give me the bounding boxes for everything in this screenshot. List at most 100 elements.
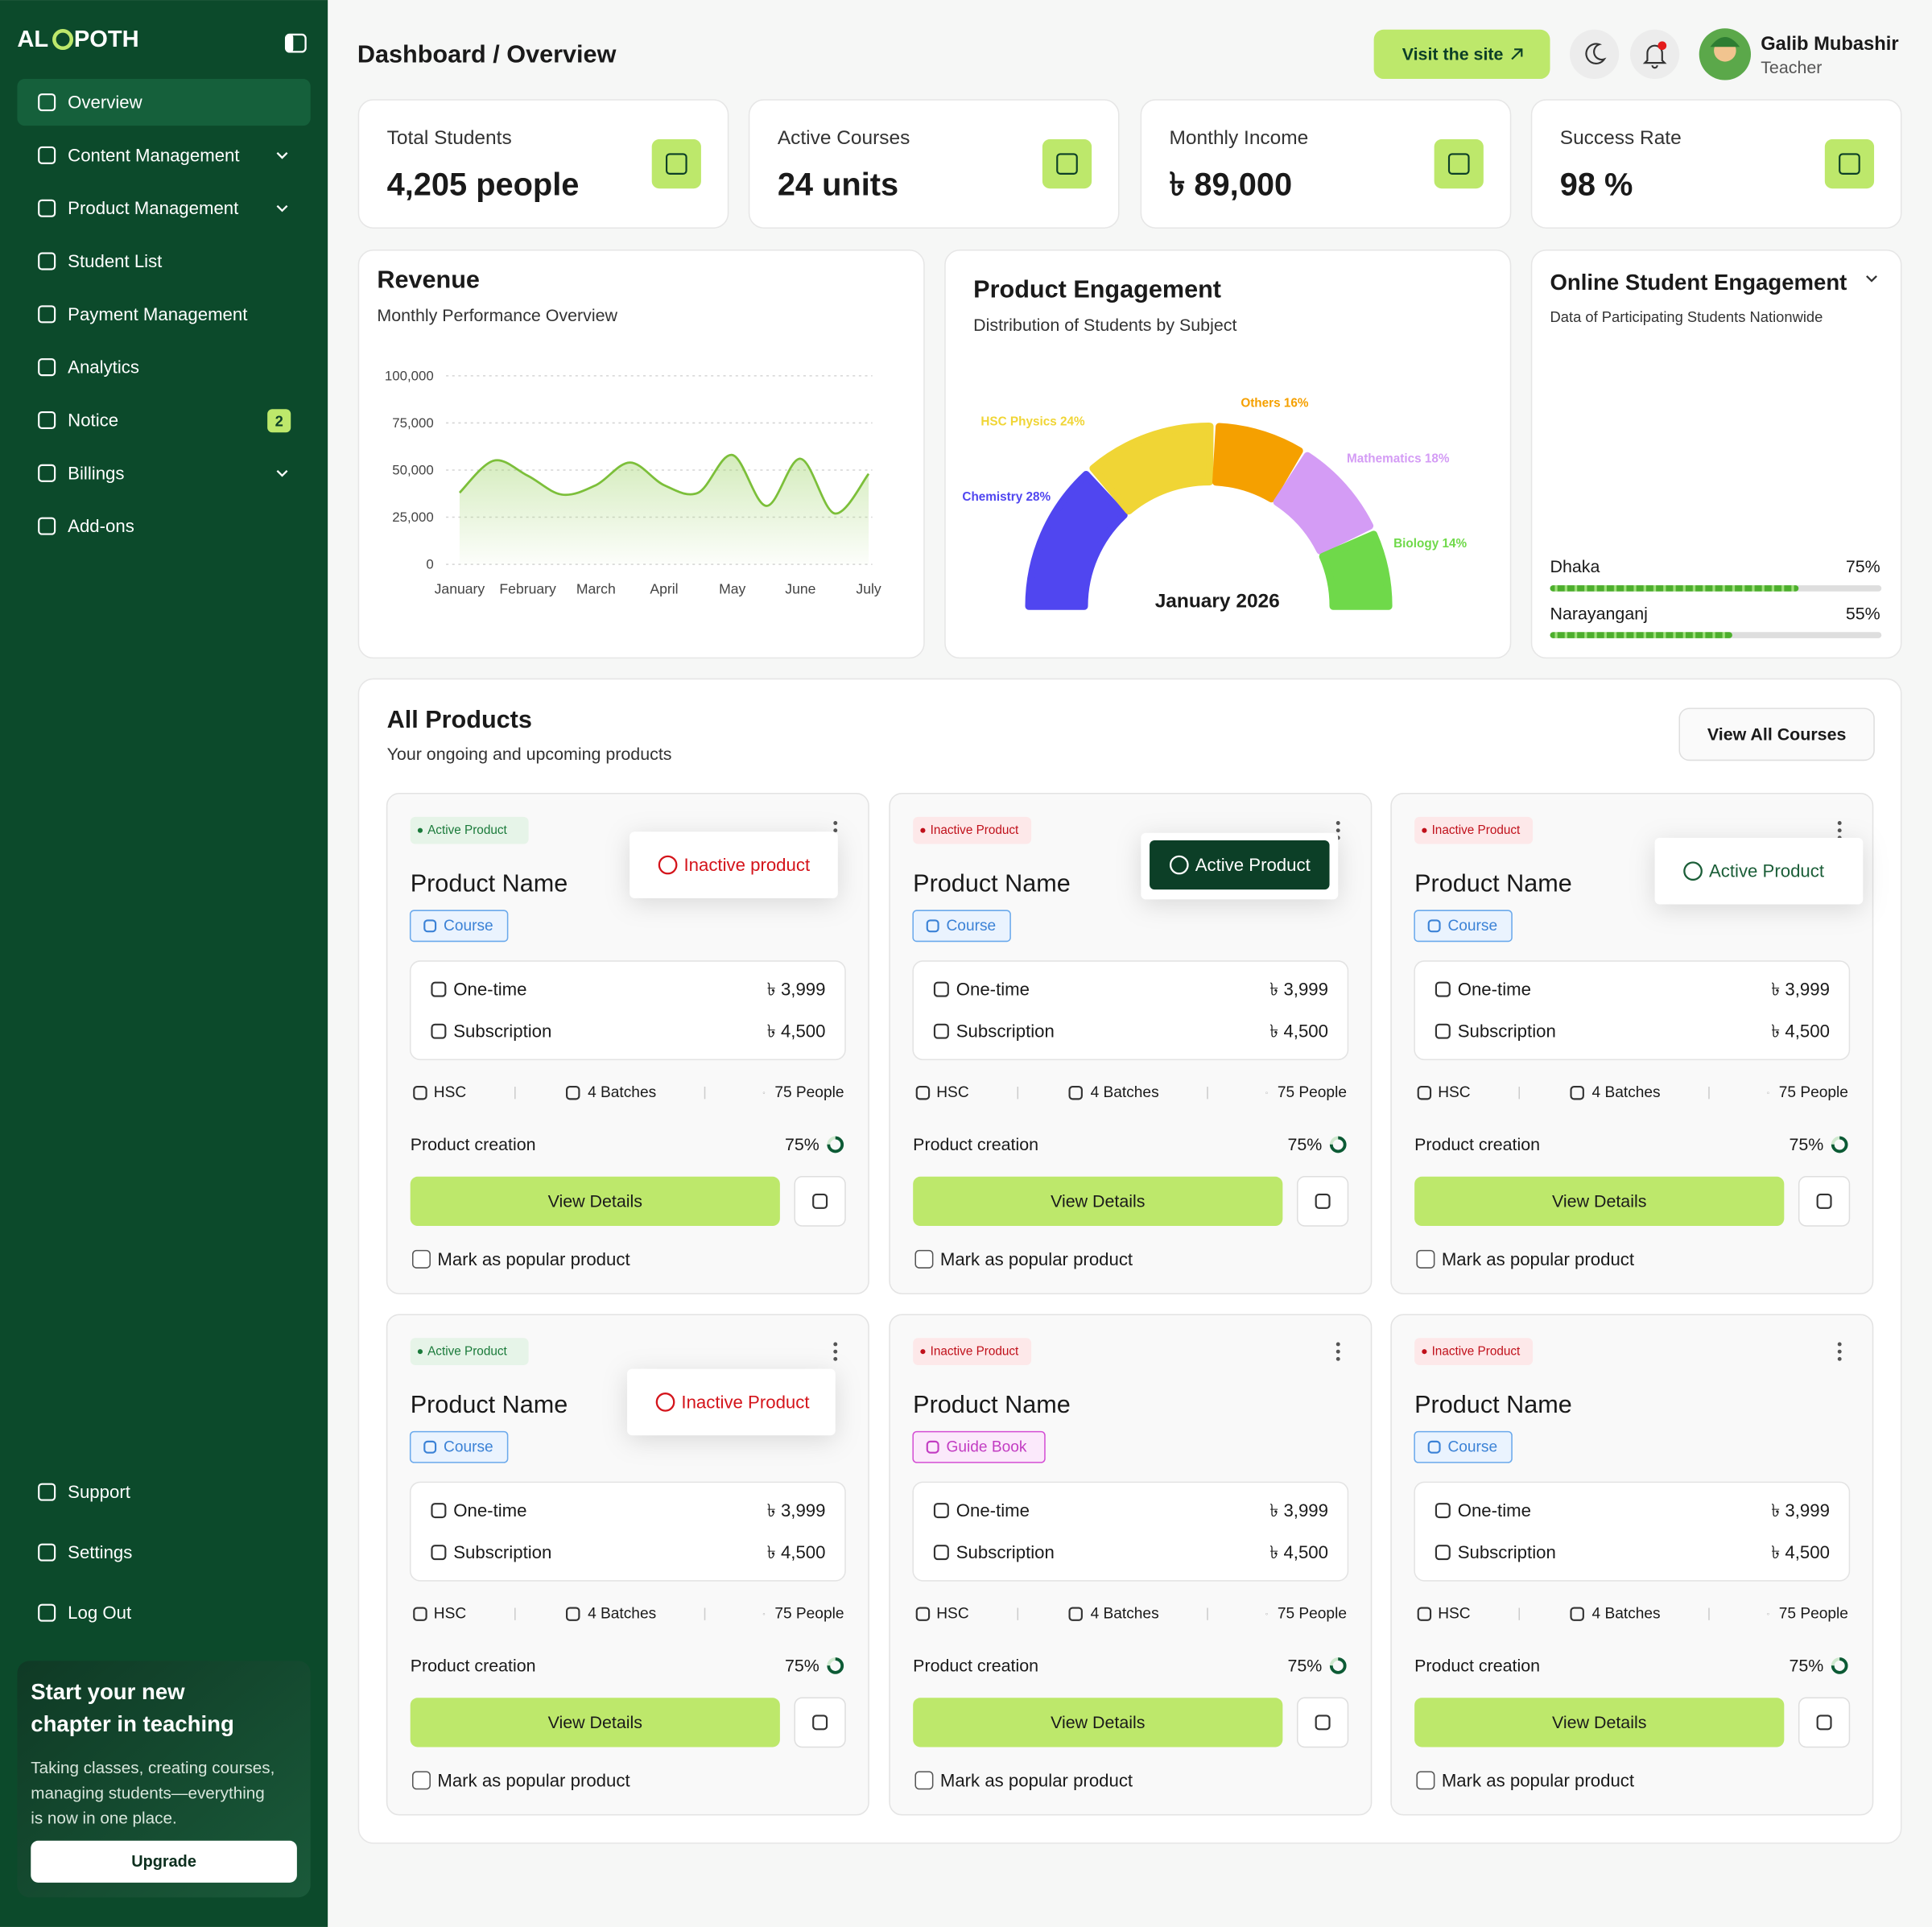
context-menu[interactable]: Inactive product	[630, 831, 838, 898]
status-pill	[410, 1338, 529, 1365]
status-dot	[1422, 827, 1427, 833]
meta-batches: 4 Batches	[1592, 1084, 1661, 1101]
upgrade-button[interactable]	[31, 1840, 297, 1883]
view-details-button[interactable]	[1414, 1698, 1785, 1748]
icon	[413, 1085, 427, 1100]
menu-option-active[interactable]	[1150, 840, 1330, 890]
progress-label: Product creation	[913, 1135, 1038, 1154]
meta-level: HSC	[936, 1606, 969, 1623]
menu-dot	[1837, 1356, 1842, 1361]
checkbox[interactable]	[1416, 1771, 1435, 1790]
checkbox[interactable]	[411, 1771, 431, 1790]
context-menu[interactable]: Active Product	[1141, 832, 1339, 900]
visit-label: Visit the site	[1402, 44, 1504, 64]
view-details-button[interactable]	[1414, 1176, 1785, 1227]
view-details-button[interactable]	[410, 1176, 780, 1227]
tag-label: Course	[947, 918, 997, 935]
y-tick-label: 100,000	[385, 368, 434, 383]
status-pill	[1414, 1338, 1534, 1365]
price-label: One-time	[453, 1500, 526, 1521]
nav-item[interactable]: Product Management	[68, 198, 238, 218]
notification-button[interactable]	[1630, 29, 1680, 80]
nav-item[interactable]: Analytics	[68, 357, 139, 378]
segment-value: 28%	[1026, 489, 1051, 503]
status-label: Active Product	[427, 1345, 507, 1359]
segment-value: 14%	[1442, 537, 1467, 551]
status-label: Inactive Product	[1432, 823, 1521, 837]
y-tick-label: 25,000	[392, 510, 433, 525]
view-details-button[interactable]	[913, 1698, 1283, 1748]
menu-option[interactable]: Active Product	[1709, 861, 1824, 881]
nav-item[interactable]: Notice	[68, 411, 118, 431]
menu-icon	[1169, 855, 1189, 875]
edit-button[interactable]	[1798, 1176, 1851, 1227]
meta-people: 75 People	[774, 1606, 844, 1623]
nav-item[interactable]: Log Out	[68, 1603, 131, 1623]
status-pill	[1414, 816, 1534, 844]
nav-item[interactable]: Billings	[68, 463, 124, 483]
edit-button[interactable]	[1296, 1697, 1349, 1748]
pricing-box	[912, 1481, 1349, 1582]
checkbox[interactable]	[411, 1249, 431, 1269]
icon	[38, 93, 56, 112]
promo-title: chapter in teaching	[31, 1711, 234, 1736]
pricing-box	[912, 960, 1349, 1061]
nav-item[interactable]: Student List	[68, 251, 162, 271]
meta-people: 75 People	[1779, 1606, 1848, 1623]
product-name: Product Name	[913, 1391, 1071, 1418]
logo: AL	[17, 27, 48, 52]
icon	[431, 981, 447, 997]
icon	[915, 1085, 931, 1100]
menu-option[interactable]: Active Product	[1195, 855, 1311, 875]
region-name: Dhaka	[1550, 557, 1600, 576]
edit-button[interactable]	[1798, 1697, 1851, 1748]
nav-item[interactable]: Settings	[68, 1542, 132, 1562]
edit-button[interactable]	[794, 1697, 846, 1748]
icon	[38, 517, 56, 535]
icon	[1417, 1607, 1432, 1621]
nav-item[interactable]: Overview	[68, 93, 142, 113]
nav-item[interactable]: Add-ons	[68, 516, 134, 536]
segment-name: HSC Physics	[980, 415, 1056, 428]
icon	[926, 1440, 939, 1454]
stat-icon	[1434, 139, 1484, 189]
edit-button[interactable]	[794, 1176, 846, 1227]
icon	[38, 1483, 56, 1501]
context-menu[interactable]: Inactive Product	[627, 1368, 836, 1436]
progress-ring	[827, 1136, 844, 1153]
moon-icon	[1585, 43, 1607, 65]
menu-option[interactable]: Inactive product	[683, 855, 810, 875]
progress-fill	[1550, 632, 1732, 638]
promo-text: Taking classes, creating courses,	[31, 1759, 275, 1777]
meta-batches: 4 Batches	[1091, 1606, 1159, 1623]
progress-label: Product creation	[411, 1656, 536, 1675]
view-all-button[interactable]	[1678, 708, 1875, 761]
chart-title: Product Engagement	[973, 276, 1221, 303]
status-pill	[913, 816, 1032, 844]
y-tick-label: 0	[426, 557, 433, 572]
icon	[1056, 153, 1078, 175]
segment-name: Biology	[1393, 537, 1439, 551]
view-details-button[interactable]	[913, 1176, 1283, 1227]
nav-item[interactable]: Support	[68, 1482, 130, 1502]
visit-button[interactable]	[1373, 29, 1550, 80]
progress-label: Product creation	[913, 1656, 1038, 1675]
checkbox[interactable]	[914, 1249, 934, 1269]
context-menu[interactable]: Active Product	[1654, 837, 1864, 905]
online-card	[1530, 250, 1902, 659]
nav-item[interactable]: Payment Management	[68, 304, 247, 324]
segment-name: Chemistry	[962, 489, 1022, 503]
edit-button[interactable]	[1296, 1176, 1349, 1227]
menu-option[interactable]: Inactive Product	[681, 1392, 809, 1412]
pricing-box	[1414, 960, 1851, 1061]
checkbox[interactable]	[914, 1771, 934, 1790]
logo-icon	[52, 29, 74, 51]
nav-active	[17, 79, 311, 126]
price-label: One-time	[956, 1500, 1030, 1521]
icon	[933, 981, 949, 997]
nav-item[interactable]: Content Management	[68, 145, 239, 165]
segment-label: Mathematics 18%	[1347, 452, 1450, 465]
checkbox[interactable]	[1416, 1249, 1435, 1269]
stat-value: 98 %	[1560, 167, 1633, 203]
view-details-button[interactable]	[410, 1698, 780, 1748]
